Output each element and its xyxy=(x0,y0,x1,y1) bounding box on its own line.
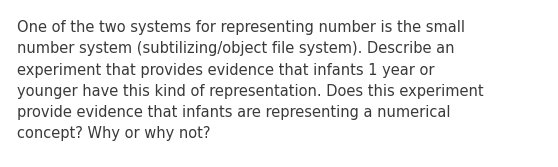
Text: One of the two systems for representing number is the small
number system (subti: One of the two systems for representing … xyxy=(17,20,483,141)
